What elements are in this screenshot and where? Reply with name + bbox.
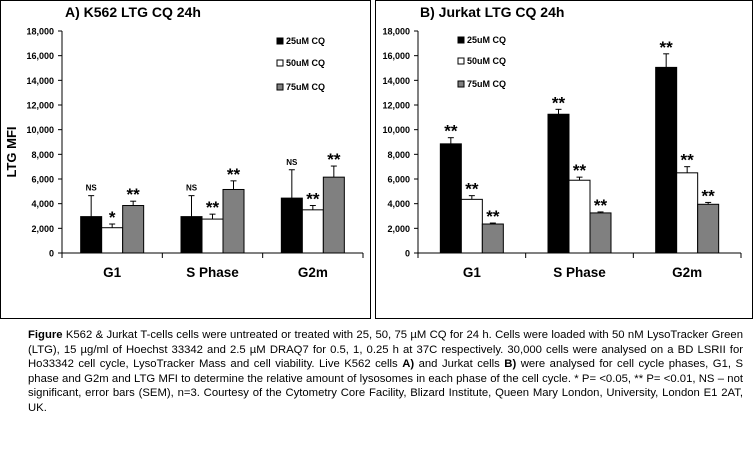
significance-marker: NS xyxy=(186,184,198,193)
bar xyxy=(547,113,570,254)
caption-text-3: were analysed for cell cycle phases, G1,… xyxy=(28,358,744,414)
y-tick-label: 4,000 xyxy=(387,199,410,209)
bar xyxy=(589,212,612,254)
significance-marker: ** xyxy=(486,207,500,226)
bar xyxy=(80,216,103,254)
chart-panel-b: B) Jurkat LTG CQ 24h 0 2,000 4,000 6,000 8,00… xyxy=(375,0,753,319)
significance-marker: ** xyxy=(227,165,241,184)
chart-frame xyxy=(0,0,371,319)
chart-panel-a: A) K562 LTG CQ 24h LTG MFI 0 2,000 4,000 6,00… xyxy=(0,0,371,319)
significance-marker: ** xyxy=(681,151,695,170)
significance-marker: ** xyxy=(127,185,141,204)
y-tick-label: 10,000 xyxy=(26,125,54,135)
significance-marker: ** xyxy=(306,190,320,209)
y-tick-label: 18,000 xyxy=(26,27,54,37)
bar xyxy=(280,197,303,254)
bar xyxy=(697,203,720,254)
x-category-label: S Phase xyxy=(553,265,606,280)
figure-caption: Figure K562 & Jurkat T-cells cells were … xyxy=(28,328,743,416)
legend-label: 25uM CQ xyxy=(467,35,506,45)
caption-panel-b-label: B) xyxy=(504,358,517,371)
y-tick-label: 4,000 xyxy=(31,199,54,209)
significance-marker: ** xyxy=(552,93,566,112)
x-category-label: G1 xyxy=(103,265,122,280)
significance-marker: ** xyxy=(327,150,341,169)
x-category-label: S Phase xyxy=(186,265,239,280)
legend-label: 75uM CQ xyxy=(286,82,325,92)
legend-swatch xyxy=(276,83,284,91)
significance-marker: ** xyxy=(702,186,716,205)
y-tick-label: 16,000 xyxy=(26,51,54,61)
bar xyxy=(222,188,245,254)
y-axis-label: LTG MFI xyxy=(4,126,19,177)
significance-marker: NS xyxy=(86,184,98,193)
y-tick-label: 0 xyxy=(405,249,410,259)
y-tick-label: 14,000 xyxy=(382,76,410,86)
legend-label: 75uM CQ xyxy=(467,79,506,89)
significance-marker: ** xyxy=(594,196,608,215)
legend-swatch xyxy=(457,36,465,44)
chart-title: A) K562 LTG CQ 24h xyxy=(65,4,201,20)
legend-swatch xyxy=(457,80,465,88)
y-tick-label: 12,000 xyxy=(26,101,54,111)
bar xyxy=(201,218,224,254)
significance-marker: ** xyxy=(444,122,458,141)
caption-text-2: and Jurkat cells xyxy=(414,358,505,371)
legend-label: 50uM CQ xyxy=(286,58,325,68)
bar xyxy=(676,172,699,254)
significance-marker: ** xyxy=(206,198,220,217)
chart-title: B) Jurkat LTG CQ 24h xyxy=(420,4,564,20)
y-tick-label: 8,000 xyxy=(31,150,54,160)
bar xyxy=(481,223,504,254)
charts-area: A) K562 LTG CQ 24h LTG MFI 0 2,000 4,000 6,00… xyxy=(0,0,753,319)
bar xyxy=(101,227,124,254)
bar xyxy=(655,66,678,254)
bar xyxy=(568,179,591,254)
legend-label: 50uM CQ xyxy=(467,56,506,66)
y-tick-label: 8,000 xyxy=(387,150,410,160)
y-tick-label: 14,000 xyxy=(26,76,54,86)
caption-panel-a-label: A) xyxy=(402,358,415,371)
y-tick-label: 10,000 xyxy=(382,125,410,135)
caption-text-1: K562 & Jurkat T-cells cells were untreat… xyxy=(28,329,743,371)
bar xyxy=(180,216,203,254)
bar xyxy=(122,205,145,254)
chart-frame xyxy=(375,0,753,319)
y-tick-label: 0 xyxy=(49,249,54,259)
significance-marker: ** xyxy=(573,161,587,180)
bar xyxy=(460,198,483,254)
bar xyxy=(439,143,462,254)
y-tick-label: 16,000 xyxy=(382,51,410,61)
y-tick-label: 18,000 xyxy=(382,27,410,37)
legend-label: 25uM CQ xyxy=(286,36,325,46)
significance-marker: NS xyxy=(286,158,298,167)
bar xyxy=(322,176,345,254)
significance-marker: ** xyxy=(660,38,674,57)
y-tick-label: 6,000 xyxy=(387,175,410,185)
legend-swatch xyxy=(276,59,284,67)
significance-marker: ** xyxy=(465,180,479,199)
x-category-label: G2m xyxy=(298,265,328,280)
caption-figure-label: Figure xyxy=(28,329,63,341)
x-category-label: G2m xyxy=(672,265,702,280)
y-tick-label: 2,000 xyxy=(387,224,410,234)
significance-marker: * xyxy=(109,208,116,227)
legend-swatch xyxy=(276,37,284,45)
y-tick-label: 6,000 xyxy=(31,175,54,185)
y-tick-label: 12,000 xyxy=(382,101,410,111)
y-tick-label: 2,000 xyxy=(31,224,54,234)
legend-swatch xyxy=(457,57,465,65)
x-category-label: G1 xyxy=(463,265,482,280)
bar xyxy=(301,209,324,254)
